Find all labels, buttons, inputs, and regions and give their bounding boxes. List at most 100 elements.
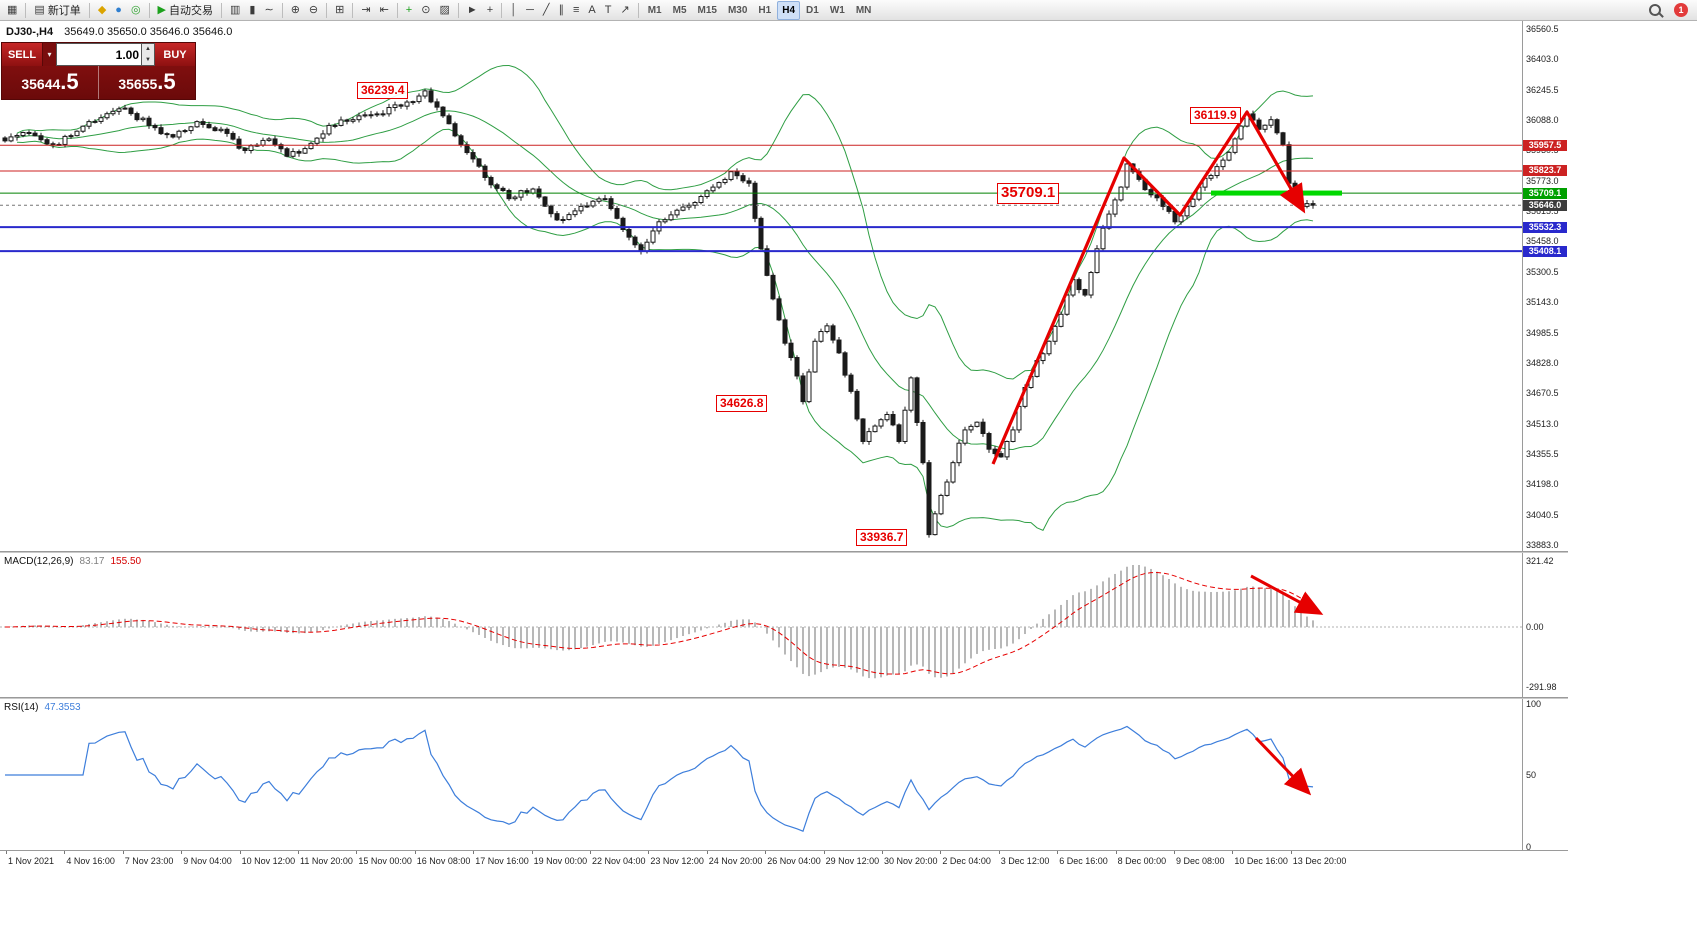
new-chart-button[interactable]: ▦ [3, 1, 21, 20]
label-button[interactable]: T [601, 1, 616, 20]
community-button[interactable]: ● [111, 1, 126, 20]
sell-price[interactable]: 35644.5 [2, 66, 99, 99]
price-level-badge: 35709.1 [1523, 187, 1567, 199]
timeframe-m30-button[interactable]: M30 [727, 4, 748, 16]
timeframe-h1-button[interactable]: H1 [758, 4, 772, 16]
price-tick: 36088.0 [1526, 115, 1559, 126]
auto-scroll-button[interactable]: ⇥ [357, 1, 374, 20]
volume-down-button[interactable]: ▼ [145, 56, 151, 63]
cursor-icon: ► [466, 3, 478, 16]
add-indicator-button[interactable]: + [402, 1, 416, 20]
toolbar-separator [396, 2, 398, 18]
toolbar-separator [221, 2, 223, 18]
price-axis-border [1522, 21, 1523, 551]
time-tick-label: 10 Dec 16:00 [1234, 856, 1288, 866]
text-button[interactable]: A [584, 1, 599, 20]
sell-button[interactable]: SELL [2, 43, 42, 66]
globe-icon: ● [115, 3, 122, 16]
tile-windows-icon: ⊞ [335, 3, 345, 16]
rsi-name: RSI(14) [4, 702, 39, 713]
search-icon[interactable] [1643, 1, 1667, 20]
price-tick: 34198.0 [1526, 479, 1559, 490]
buy-button[interactable]: BUY [155, 43, 195, 66]
price-level-badge: 35646.0 [1523, 199, 1567, 211]
cursor-button[interactable]: ► [463, 1, 482, 20]
price-tick: 36403.0 [1526, 54, 1559, 65]
rsi-label: RSI(14) 47.3553 [4, 702, 81, 713]
price-tick: 34828.0 [1526, 357, 1559, 368]
buy-price-frac: .5 [157, 69, 176, 94]
tile-windows-button[interactable]: ⊞ [331, 1, 348, 20]
notification-badge[interactable]: 1 [1674, 3, 1688, 17]
refresh-button[interactable]: ◎ [127, 1, 145, 20]
ohlc-values: 35649.0 35650.0 35646.0 35646.0 [64, 26, 233, 38]
main-toolbar: ▦ ▤ 新订单 ◆ ● ◎ ▶ 自动交易 ▥ ▮ ∼ ⊕ ⊖ ⊞ ⇥ ⇤ + ⊙ ▨ ► + │ ─ ╱ ∥ ≡ A T ↗ M1 M5 M1… [0, 0, 1697, 21]
chart-shift-button[interactable]: ⇤ [376, 1, 393, 20]
price-axis[interactable]: 36560.536403.036245.536088.035930.535773… [1523, 21, 1568, 551]
template-button[interactable]: ▨ [435, 1, 453, 20]
timeframe-m5-button[interactable]: M5 [672, 4, 687, 16]
zoom-out-button[interactable]: ⊖ [305, 1, 322, 20]
autotrade-button[interactable]: ▶ 自动交易 [154, 1, 217, 20]
time-tick-label: 13 Dec 20:00 [1292, 856, 1347, 866]
deposit-button[interactable]: ◆ [94, 1, 110, 20]
fibonacci-button[interactable]: ≡ [569, 1, 583, 20]
time-tick [706, 851, 708, 854]
horizontal-line-icon: ─ [526, 3, 534, 16]
time-tick [122, 851, 124, 854]
bar-chart-button[interactable]: ▥ [226, 1, 244, 20]
line-chart-button[interactable]: ∼ [260, 1, 277, 20]
price-annotation[interactable]: 33936.7 [856, 529, 908, 546]
toolbar-separator [457, 2, 459, 18]
candlestick-icon: ▮ [249, 3, 256, 16]
trendline-button[interactable]: ╱ [539, 1, 554, 20]
channel-button[interactable]: ∥ [554, 1, 568, 20]
buy-price[interactable]: 35655.5 [99, 66, 195, 99]
crosshair-button[interactable]: + [483, 1, 497, 20]
rsi-plot[interactable] [0, 699, 1522, 850]
time-tick-label: 26 Nov 04:00 [767, 856, 821, 866]
time-tick [1115, 851, 1117, 854]
panel-splitter[interactable] [0, 697, 1568, 699]
macd-panel[interactable]: MACD(12,26,9) 83.17 155.50 321.42 0.00 -29… [0, 553, 1568, 697]
channel-icon: ∥ [558, 3, 564, 16]
price-annotation[interactable]: 34626.8 [716, 395, 768, 412]
bar-chart-icon: ▥ [230, 3, 241, 16]
rsi-scale-top: 100 [1526, 699, 1542, 709]
time-tick [590, 851, 591, 854]
rsi-panel[interactable]: RSI(14) 47.3553 100 50 0 [0, 699, 1568, 850]
timeframe-m1-button[interactable]: M1 [647, 4, 662, 16]
chart-title: DJ30-,H4 35649.0 35650.0 35646.0 35646.0 [6, 26, 232, 38]
horizontal-line-button[interactable]: ─ [522, 1, 538, 20]
timeframe-h4-button[interactable]: H4 [777, 0, 801, 20]
price-chart-panel[interactable]: 36560.536403.036245.536088.035930.535773… [0, 21, 1568, 551]
zoom-in-button[interactable]: ⊕ [287, 1, 304, 20]
timeframe-w1-button[interactable]: W1 [829, 4, 845, 16]
price-plot[interactable] [0, 21, 1522, 551]
vertical-line-button[interactable]: │ [506, 1, 521, 20]
new-order-icon: ▤ [34, 3, 45, 16]
timeframe-m15-button[interactable]: M15 [697, 4, 717, 16]
volume-input[interactable] [57, 44, 141, 65]
panel-splitter[interactable] [0, 551, 1568, 553]
price-tick: 35300.5 [1526, 266, 1559, 277]
new-order-button[interactable]: ▤ 新订单 [30, 1, 84, 20]
period-button[interactable]: ⊙ [417, 1, 434, 20]
zoom-in-icon: ⊕ [290, 3, 300, 16]
symbol-period-label: DJ30-,H4 [6, 26, 54, 38]
time-tick-label: 3 Dec 12:00 [1000, 856, 1050, 866]
candle-chart-button[interactable]: ▮ [245, 1, 259, 20]
timeframe-d1-button[interactable]: D1 [806, 4, 819, 16]
volume-dropdown[interactable]: ▾ [42, 43, 56, 66]
volume-up-button[interactable]: ▲ [145, 46, 151, 53]
macd-plot[interactable] [0, 553, 1522, 697]
timeframe-mn-button[interactable]: MN [855, 4, 872, 16]
sell-price-frac: .5 [60, 69, 79, 94]
price-annotation[interactable]: 35709.1 [997, 183, 1060, 204]
price-annotation[interactable]: 36239.4 [357, 82, 409, 99]
time-axis[interactable]: 1 Nov 2021 4 Nov 16:00 7 Nov 23:00 9 Nov 04… [0, 850, 1568, 869]
price-level-badge: 35957.5 [1523, 139, 1567, 151]
price-annotation[interactable]: 36119.9 [1190, 107, 1241, 124]
zoom-out-icon: ⊖ [308, 3, 319, 16]
arrows-button[interactable]: ↗ [616, 1, 633, 20]
